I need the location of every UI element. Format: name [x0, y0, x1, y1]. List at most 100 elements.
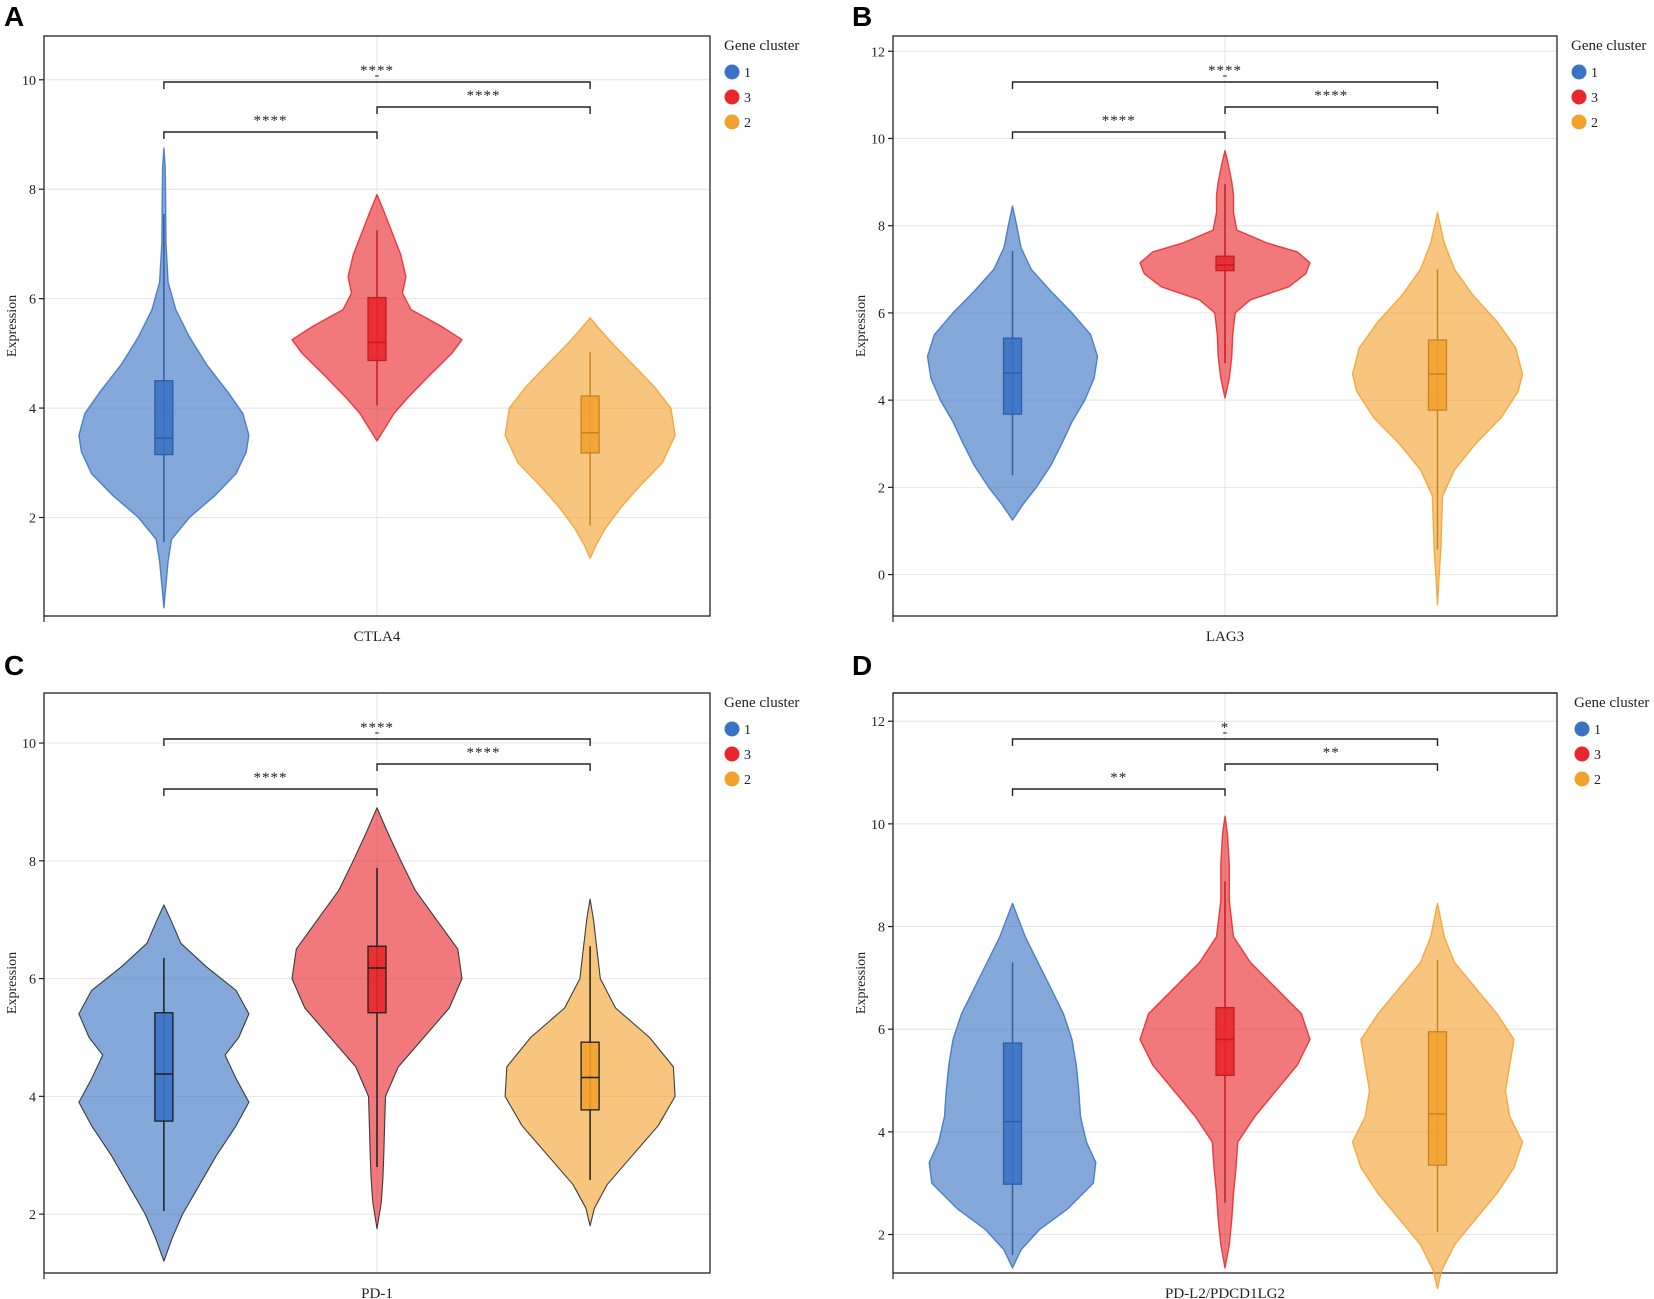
- legend-swatch-2: [724, 114, 740, 130]
- y-tick-label: 10: [871, 132, 885, 147]
- legend-label: 2: [744, 116, 751, 131]
- legend-label: 2: [744, 773, 751, 788]
- y-tick-label: 10: [22, 737, 36, 752]
- legend-swatch-2: [1574, 771, 1590, 787]
- legend-label: 3: [744, 748, 751, 763]
- top-mark: -: [1223, 68, 1228, 83]
- y-tick-label: 8: [878, 220, 885, 235]
- y-tick-label: 4: [878, 1126, 885, 1141]
- legend-label: 1: [1594, 723, 1601, 738]
- significance-label: ****: [467, 745, 501, 761]
- top-mark: -: [1223, 725, 1228, 740]
- y-tick-label: 8: [878, 921, 885, 936]
- significance-bracket: [1011, 738, 1439, 746]
- y-tick-label: 8: [29, 855, 36, 870]
- panel-letter: A: [4, 1, 24, 32]
- legend-swatch-1: [724, 721, 740, 737]
- legend: Gene cluster 1 3 2: [1574, 695, 1649, 788]
- y-tick-label: 12: [871, 715, 885, 730]
- significance-bracket: [1011, 788, 1226, 796]
- y-tick-label: 8: [29, 183, 36, 198]
- legend-swatch-3: [724, 746, 740, 762]
- x-axis-label: CTLA4: [354, 629, 401, 645]
- box-cluster-3: [1215, 255, 1235, 272]
- box-cluster-2: [580, 1041, 600, 1111]
- significance-bracket: [163, 131, 378, 139]
- y-tick-label: 2: [29, 512, 36, 527]
- y-tick-label: 2: [878, 481, 885, 496]
- y-tick-label: 12: [871, 45, 885, 60]
- significance-label: ****: [360, 63, 394, 79]
- panel-letter: D: [852, 650, 872, 681]
- box-cluster-2: [1427, 339, 1448, 411]
- x-axis-label: PD-1: [361, 1286, 393, 1299]
- significance-bracket: [163, 788, 378, 796]
- legend-swatch-2: [1571, 114, 1587, 130]
- legend-label: 1: [744, 723, 751, 738]
- legend-label: 3: [1594, 748, 1601, 763]
- x-axis-label: LAG3: [1206, 629, 1244, 645]
- y-tick-label: 6: [29, 293, 36, 308]
- significance-bracket: [163, 81, 591, 89]
- legend-title: Gene cluster: [724, 38, 799, 54]
- legend: Gene cluster 1 3 2: [724, 38, 799, 131]
- significance-label: ****: [253, 113, 287, 129]
- y-tick-label: 0: [878, 569, 885, 584]
- y-tick-label: 2: [29, 1208, 36, 1223]
- y-axis-label: Expression: [5, 952, 20, 1014]
- y-tick-label: 4: [878, 394, 885, 409]
- panel-D: D24681012PD-L2/PDCD1LG2Expression*****-G…: [852, 650, 1649, 1299]
- box-cluster-3: [367, 945, 387, 1014]
- significance-label: ****: [467, 88, 501, 104]
- y-tick-label: 10: [22, 74, 36, 89]
- legend-swatch-3: [1571, 89, 1587, 105]
- legend-label: 3: [1591, 91, 1598, 106]
- box-cluster-1: [154, 1012, 174, 1122]
- significance-bracket: [163, 738, 591, 746]
- legend: Gene cluster 1 3 2: [724, 695, 799, 788]
- y-axis-label: Expression: [854, 952, 869, 1014]
- x-axis-label: PD-L2/PDCD1LG2: [1165, 1286, 1285, 1299]
- significance-label: **: [1323, 745, 1340, 761]
- y-axis-label: Expression: [854, 295, 869, 357]
- panel-letter: C: [4, 650, 24, 681]
- y-tick-label: 6: [878, 1023, 885, 1038]
- y-tick-label: 4: [29, 1090, 36, 1105]
- top-mark: -: [375, 68, 380, 83]
- box-cluster-3: [367, 296, 387, 362]
- box-cluster-2: [580, 395, 600, 454]
- significance-bracket: [1224, 763, 1439, 771]
- significance-label: ****: [253, 770, 287, 786]
- significance-bracket: [1011, 131, 1226, 139]
- significance-label: ****: [1314, 88, 1348, 104]
- significance-bracket: [376, 763, 591, 771]
- significance-bracket: [1224, 106, 1439, 114]
- legend-title: Gene cluster: [1571, 38, 1646, 54]
- legend-label: 2: [1591, 116, 1598, 131]
- box-cluster-3: [1215, 1006, 1235, 1077]
- y-tick-label: 10: [871, 818, 885, 833]
- box-cluster-1: [154, 380, 174, 456]
- legend: Gene cluster 1 3 2: [1571, 38, 1646, 131]
- y-tick-label: 6: [29, 973, 36, 988]
- significance-label: ****: [1102, 113, 1136, 129]
- box-cluster-1: [1002, 337, 1023, 415]
- legend-swatch-1: [724, 64, 740, 80]
- plot-frame: [892, 35, 1558, 617]
- significance-label: ****: [1208, 63, 1242, 79]
- panel-B: B024681012LAG3Expression************-Gen…: [852, 1, 1646, 645]
- legend-swatch-3: [724, 89, 740, 105]
- panel-letter: B: [852, 1, 872, 32]
- legend-title: Gene cluster: [1574, 695, 1649, 711]
- legend-label: 1: [1591, 66, 1598, 81]
- significance-label: **: [1110, 770, 1127, 786]
- y-tick-label: 2: [878, 1229, 885, 1244]
- legend-title: Gene cluster: [724, 695, 799, 711]
- legend-label: 1: [744, 66, 751, 81]
- significance-label: ****: [360, 720, 394, 736]
- legend-swatch-1: [1571, 64, 1587, 80]
- significance-label: *: [1221, 720, 1230, 736]
- box-cluster-1: [1002, 1042, 1023, 1185]
